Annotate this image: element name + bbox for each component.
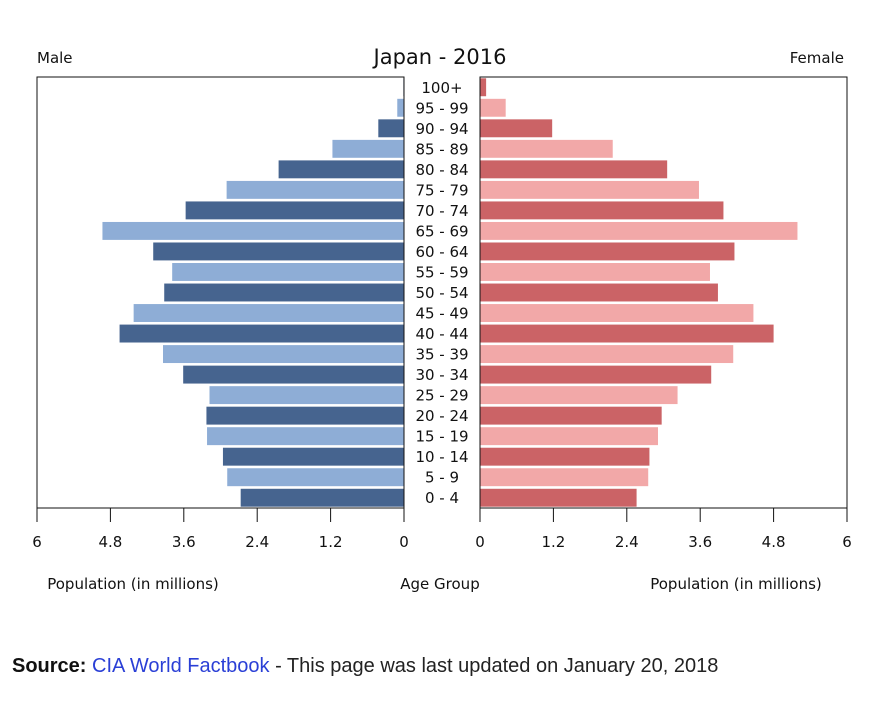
- male-bar: [164, 283, 404, 302]
- source-text: - This page was last updated on January …: [269, 655, 719, 677]
- female-bar: [480, 180, 699, 199]
- female-axis: 0 1.2 2.4 3.6 4.8 6: [475, 508, 852, 551]
- male-axis-tick-label: 6: [32, 533, 42, 551]
- age-group-label: 5 - 9: [425, 469, 459, 487]
- source-link[interactable]: CIA World Factbook: [92, 655, 270, 677]
- male-bar: [206, 406, 404, 425]
- age-group-label: 15 - 19: [415, 428, 468, 446]
- age-group-label: 95 - 99: [415, 99, 468, 117]
- male-bar: [119, 324, 404, 343]
- female-bar: [480, 160, 668, 179]
- female-bar: [480, 139, 613, 158]
- female-bar: [480, 488, 637, 507]
- female-bar: [480, 427, 658, 446]
- age-group-label: 20 - 24: [415, 407, 468, 425]
- male-bar: [163, 345, 404, 364]
- age-group-label: 75 - 79: [415, 181, 468, 199]
- male-bar: [153, 242, 404, 261]
- x-axis-label-left: Population (in millions): [47, 575, 219, 593]
- source-line: Source: CIA World Factbook - This page w…: [12, 655, 718, 678]
- age-group-label: 35 - 39: [415, 346, 468, 364]
- age-group-label: 10 - 14: [415, 448, 468, 466]
- age-group-label: 90 - 94: [415, 120, 468, 138]
- female-bar: [480, 447, 650, 466]
- male-axis-tick-label: 0: [399, 533, 409, 551]
- female-bar: [480, 345, 734, 364]
- age-group-label: 80 - 84: [415, 161, 468, 179]
- female-bar: [480, 98, 506, 117]
- male-bar: [183, 365, 404, 384]
- male-bar: [207, 427, 404, 446]
- population-pyramid-chart: Japan - 2016 Male Female 100+ 95 - 99 90 -…: [32, 45, 852, 593]
- male-bar: [397, 98, 404, 117]
- female-axis-tick-label: 4.8: [762, 533, 786, 551]
- age-group-label: 50 - 54: [415, 284, 468, 302]
- male-bar: [240, 488, 404, 507]
- source-label: Source:: [12, 655, 87, 677]
- female-bar: [480, 283, 718, 302]
- male-label: Male: [37, 49, 73, 67]
- age-group-label: 40 - 44: [415, 325, 468, 343]
- x-axis-label-center: Age Group: [400, 575, 479, 593]
- female-axis-tick-label: 1.2: [541, 533, 565, 551]
- female-bar: [480, 263, 710, 281]
- female-bar: [480, 386, 678, 405]
- female-bar: [480, 119, 553, 138]
- female-plot-frame: [479, 76, 848, 509]
- female-bar: [480, 365, 712, 384]
- male-bar: [185, 201, 404, 220]
- female-bar: [480, 201, 724, 220]
- age-group-label: 60 - 64: [415, 243, 468, 261]
- male-bar: [332, 139, 404, 158]
- female-axis-tick-label: 3.6: [688, 533, 712, 551]
- male-bar: [133, 304, 405, 322]
- age-group-label: 65 - 69: [415, 222, 468, 240]
- age-group-label: 0 - 4: [425, 489, 459, 507]
- age-labels-group: 100+ 95 - 99 90 - 94 85 - 89 80 - 84 75 - 79 7…: [415, 79, 468, 507]
- female-bar: [480, 78, 487, 97]
- male-axis-tick-label: 3.6: [172, 533, 196, 551]
- age-group-label: 55 - 59: [415, 263, 468, 281]
- age-group-label: 30 - 34: [415, 366, 468, 384]
- male-bar: [227, 468, 404, 487]
- male-bar: [172, 263, 404, 281]
- female-axis-tick-label: 2.4: [615, 533, 639, 551]
- age-group-label: 85 - 89: [415, 140, 468, 158]
- male-bar: [222, 447, 404, 466]
- female-label: Female: [790, 49, 844, 67]
- male-bar: [102, 221, 404, 240]
- age-group-label: 25 - 29: [415, 387, 468, 405]
- female-bar: [480, 324, 774, 343]
- male-bar: [278, 160, 404, 179]
- female-axis-tick-label: 0: [475, 533, 485, 551]
- male-axis-tick-label: 4.8: [98, 533, 122, 551]
- female-bar: [480, 242, 735, 261]
- female-bars-group: [480, 78, 798, 507]
- female-bar: [480, 221, 798, 240]
- age-group-label: 70 - 74: [415, 202, 468, 220]
- x-axis-label-right: Population (in millions): [650, 575, 822, 593]
- male-plot-frame: [36, 76, 405, 509]
- chart-title: Japan - 2016: [372, 45, 507, 69]
- age-group-label: 45 - 49: [415, 305, 468, 323]
- male-axis: 6 4.8 3.6 2.4 1.2 0: [32, 508, 409, 551]
- male-axis-tick-label: 2.4: [245, 533, 269, 551]
- male-bar: [226, 180, 404, 199]
- female-bar: [480, 468, 649, 487]
- male-bars-group: [102, 78, 405, 507]
- female-bar: [480, 304, 754, 322]
- female-bar: [480, 406, 662, 425]
- male-bar: [209, 386, 404, 405]
- male-bar: [378, 119, 404, 138]
- male-axis-tick-label: 1.2: [319, 533, 343, 551]
- age-group-label: 100+: [421, 79, 462, 97]
- female-axis-tick-label: 6: [842, 533, 852, 551]
